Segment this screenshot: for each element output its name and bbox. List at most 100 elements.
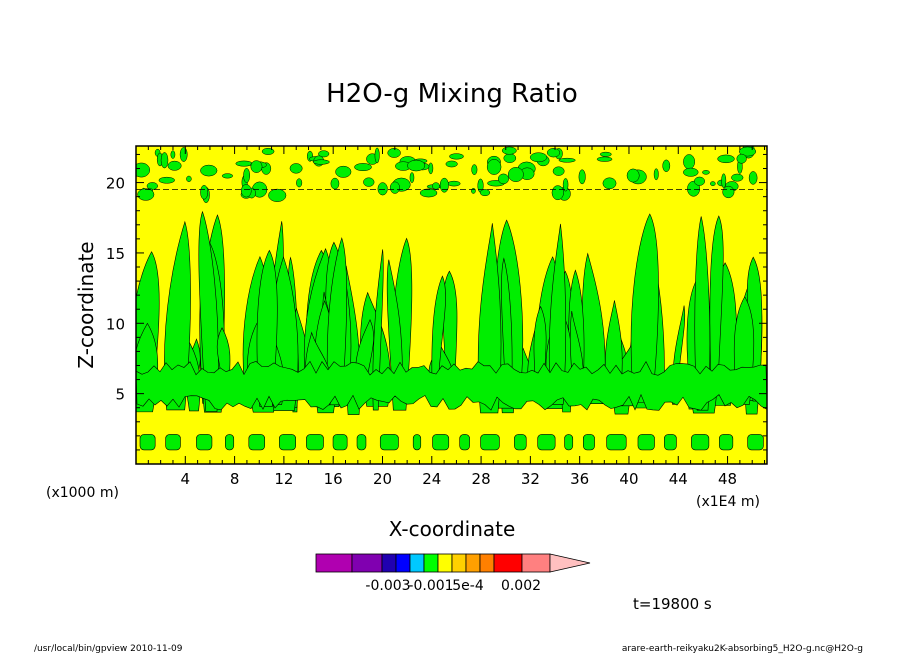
- contour-speck: [200, 164, 218, 177]
- contour-fill: [136, 146, 767, 451]
- contour-speck: [736, 153, 747, 164]
- contour-speck: [312, 159, 330, 165]
- contour-speck: [428, 162, 434, 175]
- contour-speck: [683, 167, 699, 177]
- contour-speck: [683, 154, 696, 170]
- contour-speck: [179, 147, 188, 162]
- x-unit-right: (x1E4 m): [696, 494, 760, 510]
- contour-speck: [221, 173, 233, 179]
- y-tick-labels: 5 10 15 20: [106, 175, 125, 404]
- footer-right: arare-earth-reikyaku2K-absorbing5_H2O-g.…: [622, 644, 863, 654]
- contour-speck: [662, 159, 671, 173]
- contour-speck: [407, 159, 426, 172]
- x-tick-label: 16: [324, 470, 343, 488]
- x-tick-label: 36: [570, 470, 589, 488]
- contour-blob: [537, 434, 556, 451]
- contour-speck: [546, 148, 561, 158]
- contour-speck: [558, 157, 576, 163]
- contour-speck: [200, 185, 209, 200]
- contour-plume: [431, 275, 446, 402]
- x-tick-labels: 4 8 12 16 20 24 28 32 36 40 44 48: [181, 470, 738, 488]
- contour-blob: [459, 434, 470, 451]
- colorbar-label: 0.002: [501, 578, 541, 594]
- contour-blob: [664, 434, 677, 451]
- colorbar-cell: [351, 553, 383, 573]
- x-tick-label: 32: [521, 470, 540, 488]
- colorbar-label: 5e-4: [452, 578, 484, 594]
- contour-speck: [497, 173, 509, 185]
- contour-speck: [268, 188, 287, 202]
- contour-speck: [501, 146, 517, 155]
- contour-speck: [419, 188, 438, 198]
- contour-speck: [562, 178, 569, 192]
- y-axis-label: Z-coordinate: [74, 241, 98, 368]
- contour-plume: [709, 215, 724, 395]
- plot-frame: [135, 145, 768, 465]
- colorbar-cell: [315, 553, 353, 573]
- contour-speck: [551, 185, 564, 201]
- colorbar-cell: [423, 553, 439, 573]
- contour-blob: [379, 434, 399, 451]
- contour-speck: [731, 173, 744, 182]
- contour-speck: [243, 168, 250, 183]
- contour-speck: [702, 170, 710, 175]
- colorbar-cell: [409, 553, 425, 573]
- contour-blob: [514, 434, 527, 451]
- contour-speck: [330, 177, 340, 190]
- contour-speck: [471, 164, 478, 176]
- contour-blob: [196, 434, 213, 451]
- contour-blob: [279, 434, 296, 451]
- colorbar-label: -0.003: [365, 578, 410, 594]
- x-tick-label: 12: [274, 470, 293, 488]
- colorbar-cell: [437, 553, 453, 573]
- contour-speck: [578, 169, 586, 185]
- x-tick-label: 4: [181, 470, 191, 488]
- contour-speck: [389, 181, 400, 194]
- contour-regions: [136, 146, 767, 451]
- contour-blob: [356, 434, 367, 451]
- contour-speck: [653, 168, 659, 181]
- contour-speck: [363, 177, 375, 187]
- contour-speck: [479, 189, 491, 197]
- contour-blob: [582, 434, 595, 451]
- plot-area: [135, 145, 768, 465]
- y-tick-label: 15: [106, 245, 125, 263]
- x-tick-label: 24: [422, 470, 441, 488]
- x-tick-label: 8: [230, 470, 240, 488]
- contour-speck: [717, 154, 735, 164]
- contour-speck: [235, 160, 253, 167]
- colorbar-arrow: [549, 553, 591, 573]
- contour-speck: [318, 150, 330, 158]
- contour-speck: [694, 176, 705, 186]
- colorbar-cell: [479, 553, 495, 573]
- colorbar-cell: [381, 553, 397, 573]
- contour-speck: [377, 182, 388, 196]
- chart-title: H2O-g Mixing Ratio: [326, 79, 578, 109]
- contour-blob: [432, 434, 450, 451]
- contour-speck: [602, 177, 617, 190]
- contour-speck: [503, 153, 517, 163]
- contour-plume: [164, 220, 191, 411]
- contour-blob: [248, 434, 266, 451]
- footer-left: /usr/local/bin/gpview 2010-11-09: [34, 644, 183, 654]
- contour-speck: [432, 182, 440, 190]
- contour-speck: [486, 159, 502, 175]
- y-tick-label: 5: [115, 386, 125, 404]
- contour-speck: [445, 160, 458, 168]
- contour-speck: [387, 148, 401, 158]
- contour-speck: [158, 176, 175, 184]
- contour-speck: [167, 160, 182, 171]
- time-label: t=19800 s: [633, 595, 712, 613]
- colorbar-label: -0.001: [408, 578, 453, 594]
- x-axis-label: X-coordinate: [389, 517, 516, 541]
- x-tick-marks: [147, 146, 766, 464]
- contour-speck: [722, 185, 735, 199]
- contour-speck: [296, 178, 303, 188]
- contour-speck: [721, 173, 727, 189]
- x-tick-label: 28: [472, 470, 491, 488]
- contour-speck: [170, 150, 176, 159]
- colorbar-cell: [395, 553, 411, 573]
